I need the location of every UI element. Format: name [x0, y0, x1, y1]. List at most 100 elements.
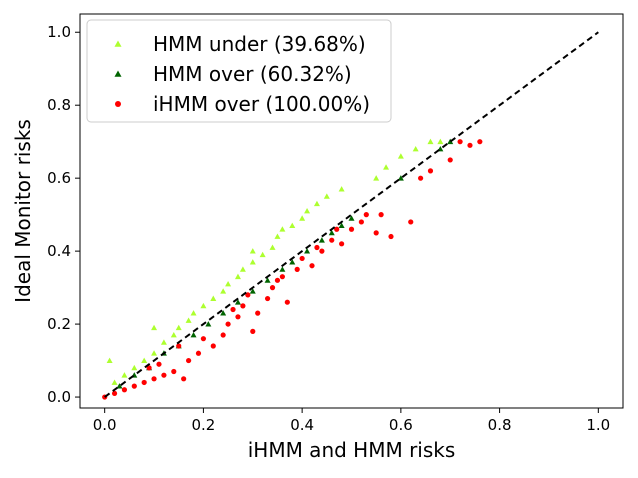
legend-box: [86, 19, 392, 123]
data-point-hmm-over: [289, 259, 296, 265]
data-point-ihmm-over: [121, 387, 128, 393]
data-point-ihmm-over: [477, 139, 483, 145]
x-tick-label: 0.8: [488, 416, 512, 434]
y-tick-label: 1.0: [47, 23, 71, 41]
legend: HMM under (39.68%) HMM over (60.32%) iHMM …: [86, 19, 392, 123]
data-point-hmm-under: [210, 295, 217, 301]
x-tick-label: 1.0: [586, 416, 610, 434]
data-point-hmm-under: [274, 233, 281, 239]
data-point-hmm-over: [348, 215, 355, 221]
data-point-hmm-under: [338, 186, 345, 192]
data-point-ihmm-over: [264, 295, 271, 302]
legend-marker: [114, 70, 122, 77]
y-ticks: 0.0 0.2 0.4 0.6 0.8 1.0: [47, 23, 80, 406]
x-axis-label: iHMM and HMM risks: [248, 438, 456, 462]
data-point-ihmm-over: [240, 303, 246, 309]
data-point-hmm-under: [141, 357, 148, 363]
data-point-hmm-over: [190, 332, 197, 338]
data-point-ihmm-over: [171, 368, 177, 375]
data-point-hmm-under: [225, 280, 232, 287]
points-layer: [102, 138, 483, 400]
x-tick-label: 0.4: [290, 416, 314, 434]
data-point-hmm-under: [151, 324, 158, 331]
y-tick-label: 0.4: [47, 242, 71, 260]
y-axis-label: Ideal Monitor risks: [11, 119, 35, 303]
data-point-ihmm-over: [314, 244, 320, 251]
y-tick-label: 0.8: [47, 96, 71, 114]
legend-label: HMM over (60.32%): [153, 62, 352, 86]
data-point-ihmm-over: [358, 219, 364, 225]
data-point-ihmm-over: [111, 390, 118, 397]
data-point-hmm-under: [383, 164, 390, 170]
data-point-ihmm-over: [195, 350, 202, 356]
data-point-ihmm-over: [427, 168, 434, 174]
data-point-ihmm-over: [408, 219, 414, 225]
data-point-ihmm-over: [294, 266, 300, 272]
data-point-hmm-under: [269, 244, 276, 250]
data-point-ihmm-over: [418, 175, 424, 181]
data-point-hmm-over: [116, 383, 123, 389]
data-point-hmm-under: [373, 175, 380, 181]
data-point-hmm-over: [338, 222, 345, 228]
data-point-hmm-under: [234, 273, 241, 280]
data-point-ihmm-over: [235, 314, 241, 320]
legend-marker: [115, 101, 121, 107]
data-point-ihmm-over: [220, 332, 226, 338]
x-ticks: 0.0 0.2 0.4 0.6 0.8 1.0: [93, 408, 610, 434]
data-point-hmm-under: [259, 251, 266, 258]
data-point-hmm-under: [160, 339, 167, 345]
data-point-hmm-over: [318, 237, 325, 243]
data-point-ihmm-over: [250, 328, 256, 334]
data-point-hmm-under: [313, 200, 320, 207]
data-point-hmm-under: [170, 332, 177, 338]
data-point-hmm-under: [220, 288, 227, 294]
data-point-hmm-over: [328, 229, 335, 236]
data-point-hmm-over: [205, 321, 212, 327]
y-tick-label: 0.6: [47, 169, 71, 187]
data-point-ihmm-over: [447, 157, 453, 163]
data-point-hmm-under: [412, 145, 419, 152]
data-point-hmm-under: [106, 357, 113, 363]
data-point-hmm-under: [304, 208, 311, 214]
data-point-ihmm-over: [284, 299, 290, 305]
data-point-ihmm-over: [186, 357, 192, 364]
data-point-hmm-over: [447, 138, 454, 145]
data-point-ihmm-over: [156, 361, 162, 367]
data-point-ihmm-over: [181, 376, 187, 382]
data-point-hmm-under: [427, 138, 434, 145]
data-point-ihmm-over: [274, 277, 281, 283]
data-point-hmm-over: [279, 266, 286, 272]
data-point-ihmm-over: [255, 310, 261, 316]
data-point-ihmm-over: [269, 285, 276, 291]
data-point-hmm-over: [220, 310, 227, 316]
diagonal-reference-line: [104, 31, 599, 398]
y-tick-label: 0.2: [47, 315, 71, 333]
data-point-hmm-under: [397, 153, 404, 159]
data-point-ihmm-over: [334, 226, 340, 232]
data-point-ihmm-over: [151, 376, 157, 382]
legend-marker: [114, 40, 122, 47]
data-point-ihmm-over: [378, 212, 384, 218]
plot-frame: [79, 13, 624, 409]
data-point-ihmm-over: [161, 372, 167, 378]
data-point-hmm-under: [437, 138, 444, 145]
data-point-hmm-over: [304, 248, 311, 254]
data-point-hmm-under: [190, 310, 197, 316]
data-point-hmm-under: [131, 364, 138, 371]
data-point-ihmm-over: [329, 237, 335, 243]
data-point-ihmm-over: [210, 343, 216, 349]
data-point-hmm-under: [151, 350, 158, 356]
data-point-ihmm-over: [200, 336, 207, 342]
data-point-ihmm-over: [230, 306, 236, 313]
data-point-ihmm-over: [467, 142, 473, 148]
x-tick-label: 0.2: [191, 416, 215, 434]
data-point-hmm-under: [249, 248, 256, 254]
data-point-hmm-over: [397, 175, 404, 181]
data-point-hmm-under: [323, 193, 330, 199]
data-point-hmm-over: [234, 299, 241, 305]
data-point-ihmm-over: [225, 321, 231, 327]
data-point-ihmm-over: [457, 139, 463, 145]
data-point-ihmm-over: [245, 292, 251, 298]
data-point-hmm-under: [289, 222, 296, 228]
